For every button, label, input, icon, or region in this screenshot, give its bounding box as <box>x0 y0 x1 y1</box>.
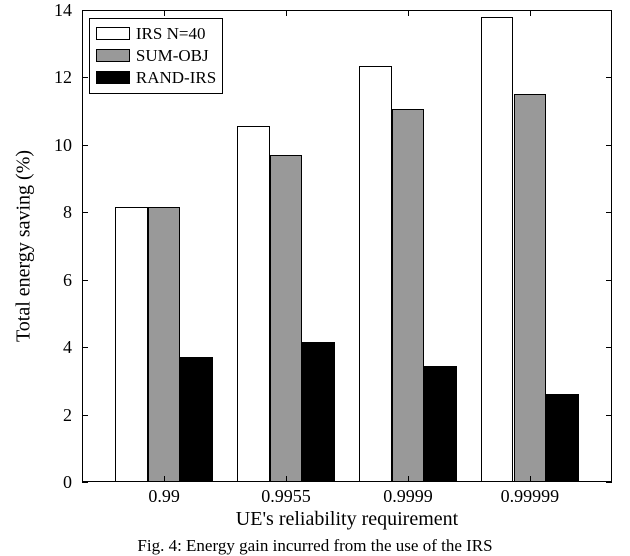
x-tick-mark <box>286 10 287 16</box>
plot-area: IRS N=40SUM-OBJRAND-IRS <box>82 10 612 482</box>
y-tick-mark <box>606 212 612 213</box>
bar <box>359 66 392 482</box>
x-tick-label: 0.9999 <box>383 487 433 505</box>
legend-swatch <box>96 27 130 40</box>
x-tick-label: 0.99 <box>148 487 180 505</box>
bar <box>546 394 579 482</box>
legend-box: IRS N=40SUM-OBJRAND-IRS <box>89 18 223 94</box>
figure-caption: Fig. 4: Energy gain incurred from the us… <box>0 536 630 556</box>
bar <box>180 357 213 482</box>
legend-label: IRS N=40 <box>136 24 206 44</box>
y-tick-label: 14 <box>0 1 72 19</box>
y-tick-mark <box>82 77 88 78</box>
y-tick-label: 6 <box>0 271 72 289</box>
x-tick-mark <box>530 10 531 16</box>
y-tick-mark <box>606 77 612 78</box>
y-tick-label: 10 <box>0 136 72 154</box>
y-tick-mark <box>82 415 88 416</box>
y-tick-mark <box>606 145 612 146</box>
bar <box>481 17 514 482</box>
bar <box>237 126 270 482</box>
x-tick-mark <box>408 476 409 482</box>
y-axis-label: Total energy saving (%) <box>13 150 36 342</box>
x-tick-label: 0.9955 <box>261 487 311 505</box>
x-tick-label: 0.99999 <box>501 487 560 505</box>
y-tick-mark <box>82 482 88 483</box>
legend-swatch <box>96 49 130 62</box>
legend-label: RAND-IRS <box>136 68 216 88</box>
legend-item: RAND-IRS <box>96 67 216 89</box>
x-tick-mark <box>286 476 287 482</box>
bar <box>270 155 303 482</box>
y-tick-mark <box>82 280 88 281</box>
bar <box>514 94 547 482</box>
bar <box>424 366 457 482</box>
y-tick-label: 2 <box>0 406 72 424</box>
y-tick-label: 8 <box>0 203 72 221</box>
y-tick-mark <box>606 415 612 416</box>
y-tick-mark <box>606 482 612 483</box>
y-tick-mark <box>82 212 88 213</box>
y-tick-label: 12 <box>0 68 72 86</box>
legend-swatch <box>96 71 130 84</box>
y-tick-mark <box>82 10 88 11</box>
bar <box>148 207 181 482</box>
y-tick-mark <box>606 280 612 281</box>
legend-label: SUM-OBJ <box>136 46 209 66</box>
y-tick-mark <box>82 145 88 146</box>
y-tick-mark <box>606 10 612 11</box>
y-tick-mark <box>606 347 612 348</box>
y-tick-label: 0 <box>0 473 72 491</box>
x-tick-mark <box>530 476 531 482</box>
x-tick-mark <box>164 10 165 16</box>
x-axis-label: UE's reliability requirement <box>82 508 612 531</box>
bar <box>392 109 425 482</box>
y-tick-label: 4 <box>0 338 72 356</box>
y-tick-mark <box>82 347 88 348</box>
x-tick-mark <box>164 476 165 482</box>
legend-item: SUM-OBJ <box>96 45 216 67</box>
bar <box>115 207 148 482</box>
figure-container: Total energy saving (%) IRS N=40SUM-OBJR… <box>0 0 630 554</box>
legend-item: IRS N=40 <box>96 23 216 45</box>
bar <box>302 342 335 482</box>
x-tick-mark <box>408 10 409 16</box>
